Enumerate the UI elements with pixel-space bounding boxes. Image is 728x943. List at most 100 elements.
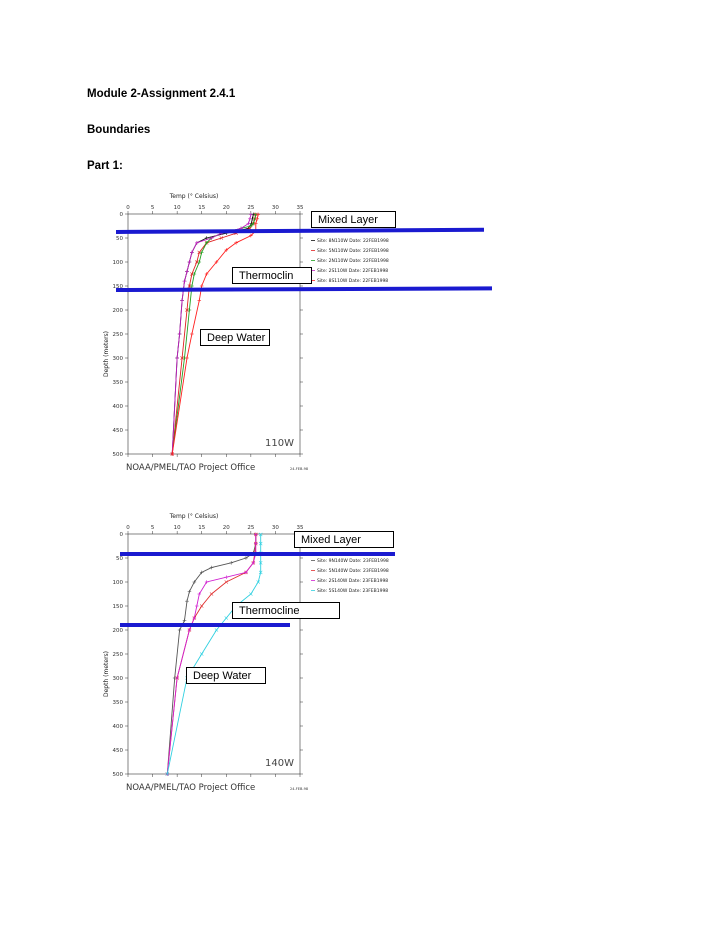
data-point (197, 592, 202, 596)
x-tick-label: 15 (198, 525, 205, 531)
data-point (244, 570, 248, 575)
x-tick-label: 10 (174, 205, 181, 211)
x-tick-label: 25 (247, 525, 254, 531)
y-tick-label: 400 (113, 724, 124, 730)
data-point (224, 575, 229, 579)
data-point (199, 652, 204, 656)
plot-frame (127, 533, 301, 775)
x-tick-label: 30 (272, 205, 279, 211)
date-stamp: 24-FEB-98 (290, 787, 308, 791)
data-point (209, 236, 214, 240)
x-tick-label: 35 (297, 525, 304, 531)
data-point (192, 616, 197, 620)
thermocline-label: Thermoclin (232, 267, 312, 284)
y-tick-label: 200 (113, 628, 124, 634)
data-point (229, 561, 233, 565)
data-point (258, 532, 263, 537)
data-point (175, 676, 179, 680)
data-point (224, 580, 229, 584)
x-tick-label: 0 (126, 205, 130, 211)
legend-entry: Site: 5S140W Date: 23FEB1998 (311, 588, 388, 594)
y-tick-label: 500 (113, 452, 124, 458)
section-heading: Boundaries (87, 124, 151, 136)
y-tick-label: 400 (113, 404, 124, 410)
data-point (180, 298, 184, 303)
legend-entry: Site: 8N110W Date: 22FEB1998 (311, 238, 389, 244)
data-point (182, 618, 187, 623)
chart-svg: 0510152025303505010015020025030035040045… (103, 193, 389, 473)
data-point (258, 560, 263, 565)
data-point (251, 561, 256, 565)
deep-water-label: Deep Water (186, 667, 266, 684)
legend-label: Site: 9N140W Date: 23FEB1998 (317, 558, 389, 564)
longitude-label: 110W (265, 438, 294, 449)
data-point (253, 221, 258, 226)
y-tick-label: 0 (120, 532, 124, 538)
legend-label: Site: 2S140W Date: 23FEB1998 (317, 578, 388, 584)
data-point (190, 332, 194, 336)
data-point (214, 260, 219, 264)
y-axis-label: Depth (meters) (103, 651, 110, 697)
y-tick-label: 0 (120, 212, 124, 218)
data-point (192, 580, 197, 584)
data-point (199, 250, 204, 255)
data-point (195, 241, 199, 245)
data-point (185, 356, 189, 360)
x-axis-label: Temp (° Celsius) (169, 193, 219, 200)
data-point (187, 628, 192, 632)
x-tick-label: 0 (126, 525, 130, 531)
data-point (253, 532, 258, 537)
y-tick-label: 50 (116, 556, 123, 562)
data-point (182, 279, 187, 283)
data-point (197, 250, 202, 255)
x-tick-label: 20 (223, 525, 230, 531)
x-tick-label: 20 (223, 205, 230, 211)
assignment-title: Module 2-Assignment 2.4.1 (87, 88, 236, 100)
data-point (209, 565, 214, 570)
y-tick-label: 300 (113, 676, 124, 682)
data-point (249, 233, 253, 238)
data-point (253, 541, 258, 546)
longitude-label: 140W (265, 758, 294, 769)
legend-entry: Site: 5N140W Date: 23FEB1998 (311, 568, 389, 574)
legend-entry: Site: 2S140W Date: 23FEB1998 (311, 578, 388, 584)
x-tick-label: 5 (151, 525, 155, 531)
thermocline-boundary-line (120, 623, 290, 627)
data-point (175, 356, 179, 360)
x-tick-label: 30 (272, 525, 279, 531)
data-point (256, 580, 261, 584)
legend-label: Site: 5N110W Date: 22FEB1998 (317, 248, 389, 254)
y-tick-label: 100 (113, 580, 124, 586)
data-point (204, 241, 209, 245)
y-tick-label: 150 (113, 604, 124, 610)
y-tick-label: 450 (113, 428, 124, 434)
x-tick-label: 15 (198, 205, 205, 211)
data-point (177, 332, 182, 336)
y-tick-label: 350 (113, 700, 124, 706)
data-point (219, 236, 224, 240)
data-point (256, 212, 261, 217)
data-point (194, 260, 199, 264)
data-point (199, 604, 204, 608)
series-line (166, 534, 257, 775)
legend-entry: Site: 5N110W Date: 22FEB1998 (311, 248, 389, 254)
data-point (248, 217, 252, 221)
series-line (166, 534, 257, 775)
legend-label: Site: 8S110W Date: 22FEB1998 (317, 278, 388, 284)
data-point (214, 628, 219, 632)
data-point (187, 589, 192, 594)
data-point (258, 570, 263, 575)
data-point (187, 260, 192, 264)
y-tick-label: 450 (113, 748, 124, 754)
data-point (199, 570, 204, 575)
data-point (192, 272, 197, 276)
data-point (195, 604, 199, 608)
data-point (249, 224, 253, 228)
data-point (165, 772, 170, 776)
legend-entry: Site: 9N140W Date: 23FEB1998 (311, 558, 389, 564)
x-tick-label: 25 (247, 205, 254, 211)
x-tick-label: 10 (174, 525, 181, 531)
y-tick-label: 350 (113, 380, 124, 386)
legend-label: Site: 5S140W Date: 23FEB1998 (317, 588, 388, 594)
